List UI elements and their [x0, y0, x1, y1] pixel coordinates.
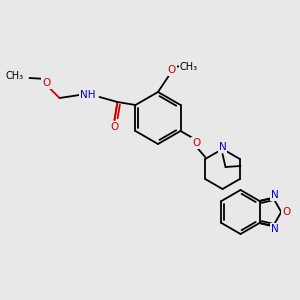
Text: N: N: [219, 142, 226, 152]
Text: N: N: [271, 190, 279, 200]
Text: CH₃: CH₃: [180, 62, 198, 72]
Text: O: O: [42, 78, 51, 88]
Text: O: O: [168, 65, 176, 75]
Text: O: O: [192, 138, 201, 148]
Text: N: N: [271, 224, 279, 234]
Text: O: O: [282, 207, 290, 217]
Text: NH: NH: [80, 90, 95, 100]
Text: O: O: [110, 122, 118, 132]
Text: CH₃: CH₃: [5, 71, 23, 81]
